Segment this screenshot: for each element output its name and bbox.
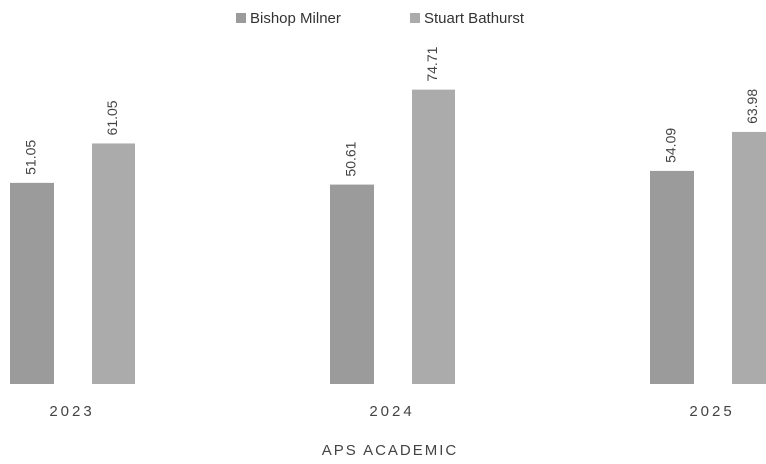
x-axis-title: APS ACADEMIC	[322, 442, 459, 459]
bar	[92, 143, 135, 384]
value-label: 61.05	[104, 100, 120, 135]
bar	[412, 89, 455, 384]
x-tick-label: 2023	[49, 403, 94, 420]
legend-swatch	[236, 13, 246, 23]
bar	[10, 182, 54, 384]
bar	[732, 131, 766, 384]
legend-label: Stuart Bathurst	[424, 10, 525, 27]
value-label: 51.05	[23, 140, 39, 175]
x-tick-label: 2025	[689, 403, 734, 420]
bar	[330, 184, 374, 384]
bar	[650, 170, 694, 384]
value-label: 63.98	[744, 89, 760, 124]
legend-swatch	[410, 13, 420, 23]
legend-label: Bishop Milner	[250, 10, 341, 27]
x-tick-label: 2024	[369, 403, 414, 420]
value-label: 74.71	[424, 46, 440, 81]
value-label: 54.09	[663, 128, 679, 163]
value-label: 50.61	[343, 141, 359, 176]
